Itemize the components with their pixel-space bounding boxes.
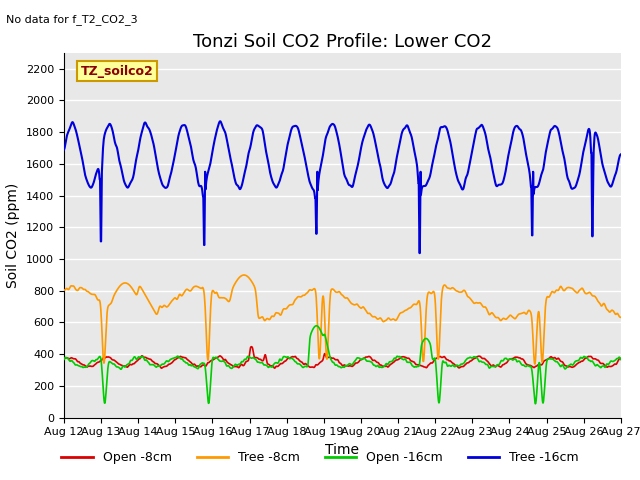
Text: No data for f_T2_CO2_3: No data for f_T2_CO2_3 xyxy=(6,14,138,25)
Text: TZ_soilco2: TZ_soilco2 xyxy=(81,65,154,78)
Legend: Open -8cm, Tree -8cm, Open -16cm, Tree -16cm: Open -8cm, Tree -8cm, Open -16cm, Tree -… xyxy=(56,446,584,469)
X-axis label: Time: Time xyxy=(325,443,360,457)
Title: Tonzi Soil CO2 Profile: Lower CO2: Tonzi Soil CO2 Profile: Lower CO2 xyxy=(193,33,492,51)
Y-axis label: Soil CO2 (ppm): Soil CO2 (ppm) xyxy=(6,182,20,288)
